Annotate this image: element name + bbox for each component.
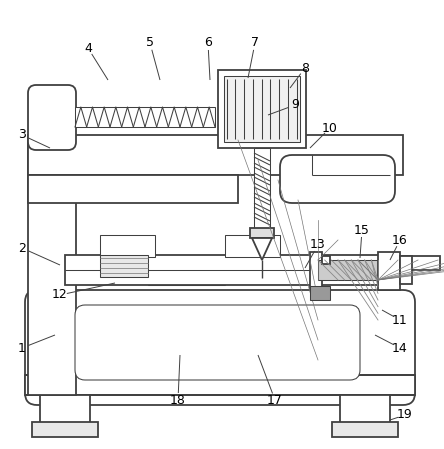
Text: 19: 19 xyxy=(397,409,413,422)
Bar xyxy=(100,235,155,257)
Bar xyxy=(378,252,400,290)
Bar xyxy=(254,148,270,228)
Bar xyxy=(400,256,440,270)
Bar xyxy=(400,256,412,284)
Bar xyxy=(318,260,378,280)
Bar xyxy=(322,256,330,264)
Text: 14: 14 xyxy=(392,342,408,355)
Bar xyxy=(224,76,300,142)
Bar xyxy=(32,422,98,437)
Text: 16: 16 xyxy=(392,233,408,247)
Text: 18: 18 xyxy=(170,393,186,406)
Text: 9: 9 xyxy=(291,98,299,111)
Text: 7: 7 xyxy=(251,36,259,49)
Bar xyxy=(40,395,90,425)
Text: 10: 10 xyxy=(322,122,338,135)
Text: 5: 5 xyxy=(146,36,154,49)
Bar xyxy=(100,255,148,277)
Bar xyxy=(340,395,390,425)
FancyBboxPatch shape xyxy=(75,305,360,380)
Bar xyxy=(250,228,274,238)
Bar xyxy=(310,252,322,290)
Polygon shape xyxy=(252,238,272,260)
Text: 6: 6 xyxy=(204,36,212,49)
Bar xyxy=(28,175,238,203)
Text: 12: 12 xyxy=(52,289,68,301)
Bar xyxy=(28,140,76,395)
Bar xyxy=(25,375,415,395)
FancyBboxPatch shape xyxy=(25,290,415,405)
Bar xyxy=(218,70,306,148)
Bar xyxy=(310,286,330,300)
Bar xyxy=(75,107,215,127)
Text: 11: 11 xyxy=(392,313,408,326)
Text: 15: 15 xyxy=(354,224,370,237)
Text: 13: 13 xyxy=(310,238,326,251)
Text: 4: 4 xyxy=(84,41,92,54)
Text: 3: 3 xyxy=(18,128,26,141)
Text: 17: 17 xyxy=(267,393,283,406)
Text: 8: 8 xyxy=(301,62,309,75)
FancyBboxPatch shape xyxy=(28,85,76,150)
Text: 2: 2 xyxy=(18,242,26,255)
Bar xyxy=(65,255,387,285)
Bar xyxy=(332,422,398,437)
FancyBboxPatch shape xyxy=(280,155,395,203)
Bar xyxy=(28,135,403,175)
Text: 1: 1 xyxy=(18,342,26,355)
Bar xyxy=(225,235,280,257)
